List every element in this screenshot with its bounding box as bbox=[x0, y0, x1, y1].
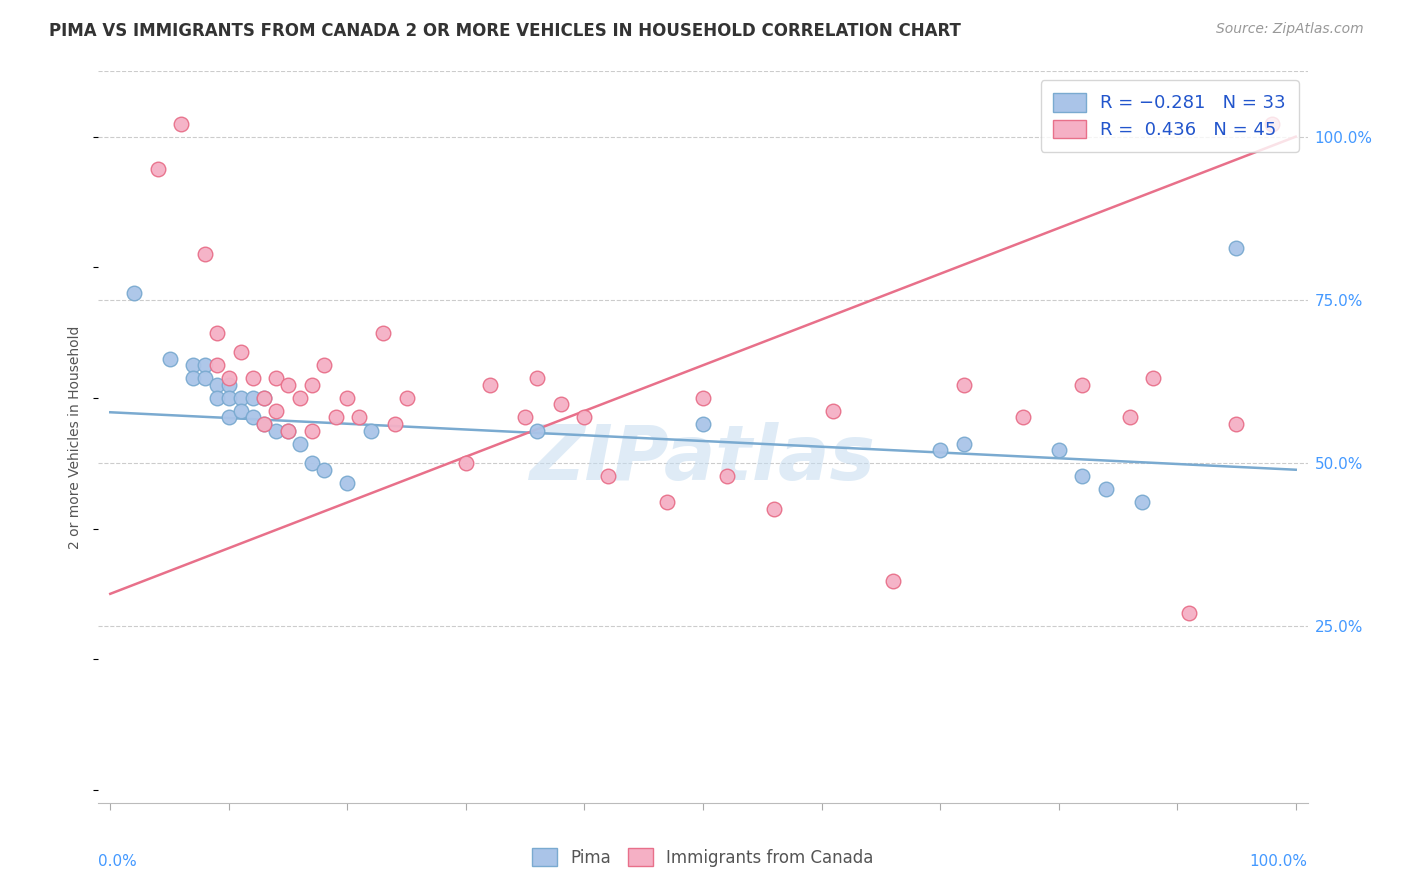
Point bbox=[312, 358, 335, 372]
Point bbox=[312, 463, 335, 477]
Point bbox=[194, 371, 217, 385]
Point bbox=[122, 286, 145, 301]
Point bbox=[159, 351, 181, 366]
Point bbox=[170, 117, 193, 131]
Point bbox=[1130, 495, 1153, 509]
Point bbox=[823, 404, 845, 418]
Point bbox=[264, 371, 287, 385]
Point bbox=[253, 391, 276, 405]
Point bbox=[1142, 371, 1164, 385]
Point bbox=[229, 404, 252, 418]
Point bbox=[253, 417, 276, 431]
Point bbox=[1119, 410, 1142, 425]
Text: 0.0%: 0.0% bbox=[98, 854, 138, 869]
Point bbox=[692, 391, 714, 405]
Point bbox=[242, 410, 264, 425]
Point bbox=[301, 456, 323, 470]
Point bbox=[1071, 377, 1094, 392]
Point bbox=[194, 358, 217, 372]
Text: Source: ZipAtlas.com: Source: ZipAtlas.com bbox=[1216, 22, 1364, 37]
Point bbox=[692, 417, 714, 431]
Point bbox=[347, 410, 370, 425]
Point bbox=[277, 424, 299, 438]
Point bbox=[1225, 417, 1247, 431]
Point bbox=[360, 424, 382, 438]
Point bbox=[1178, 607, 1201, 621]
Point bbox=[882, 574, 904, 588]
Point bbox=[288, 391, 311, 405]
Point bbox=[371, 326, 394, 340]
Point bbox=[716, 469, 738, 483]
Point bbox=[253, 391, 276, 405]
Point bbox=[384, 417, 406, 431]
Point bbox=[146, 162, 169, 177]
Point bbox=[181, 358, 204, 372]
Point bbox=[1261, 117, 1284, 131]
Point bbox=[325, 410, 347, 425]
Point bbox=[478, 377, 501, 392]
Point bbox=[277, 424, 299, 438]
Point bbox=[526, 424, 548, 438]
Point bbox=[336, 475, 359, 490]
Point bbox=[205, 377, 228, 392]
Point bbox=[288, 436, 311, 450]
Point bbox=[598, 469, 620, 483]
Point bbox=[277, 377, 299, 392]
Point bbox=[242, 391, 264, 405]
Point bbox=[264, 404, 287, 418]
Y-axis label: 2 or more Vehicles in Household: 2 or more Vehicles in Household bbox=[69, 326, 83, 549]
Point bbox=[574, 410, 596, 425]
Text: PIMA VS IMMIGRANTS FROM CANADA 2 OR MORE VEHICLES IN HOUSEHOLD CORRELATION CHART: PIMA VS IMMIGRANTS FROM CANADA 2 OR MORE… bbox=[49, 22, 962, 40]
Point bbox=[1012, 410, 1035, 425]
Point bbox=[454, 456, 477, 470]
Point bbox=[218, 371, 240, 385]
Point bbox=[205, 391, 228, 405]
Point bbox=[515, 410, 537, 425]
Point bbox=[229, 391, 252, 405]
Point bbox=[218, 391, 240, 405]
Point bbox=[550, 397, 572, 411]
Point bbox=[395, 391, 418, 405]
Point bbox=[657, 495, 679, 509]
Point bbox=[205, 326, 228, 340]
Point bbox=[194, 247, 217, 261]
Point bbox=[952, 377, 974, 392]
Point bbox=[229, 345, 252, 359]
Point bbox=[181, 371, 204, 385]
Point bbox=[929, 443, 952, 458]
Point bbox=[301, 424, 323, 438]
Text: ZIPatlas: ZIPatlas bbox=[530, 422, 876, 496]
Point bbox=[301, 377, 323, 392]
Point bbox=[242, 371, 264, 385]
Point bbox=[253, 417, 276, 431]
Point bbox=[218, 377, 240, 392]
Point bbox=[763, 502, 786, 516]
Point bbox=[952, 436, 974, 450]
Legend: Pima, Immigrants from Canada: Pima, Immigrants from Canada bbox=[524, 840, 882, 875]
Point bbox=[526, 371, 548, 385]
Text: 100.0%: 100.0% bbox=[1250, 854, 1308, 869]
Point bbox=[336, 391, 359, 405]
Point bbox=[1095, 483, 1118, 497]
Point bbox=[264, 424, 287, 438]
Point bbox=[1225, 241, 1247, 255]
Point bbox=[205, 358, 228, 372]
Point bbox=[218, 410, 240, 425]
Point bbox=[1047, 443, 1070, 458]
Point bbox=[1071, 469, 1094, 483]
